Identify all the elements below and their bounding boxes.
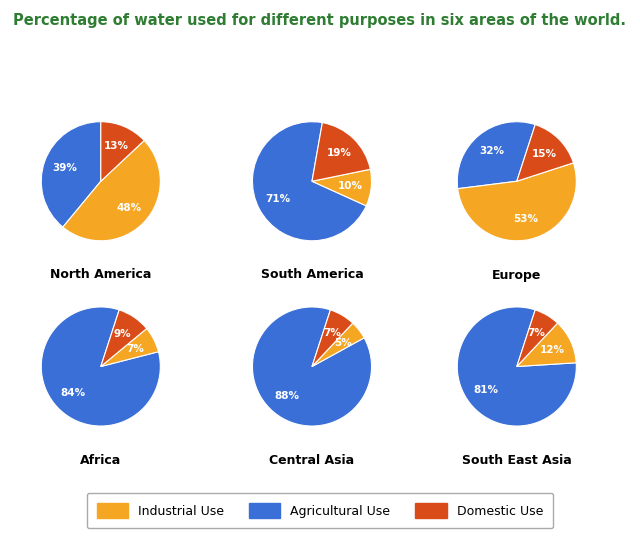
Wedge shape (101, 310, 147, 366)
Text: Central Asia: Central Asia (269, 454, 355, 467)
Wedge shape (252, 307, 372, 426)
Wedge shape (457, 307, 577, 426)
Text: 32%: 32% (479, 147, 504, 156)
Wedge shape (312, 323, 364, 366)
Legend: Industrial Use, Agricultural Use, Domestic Use: Industrial Use, Agricultural Use, Domest… (87, 493, 553, 528)
Wedge shape (458, 163, 577, 241)
Wedge shape (312, 310, 353, 366)
Wedge shape (457, 122, 535, 188)
Wedge shape (101, 329, 159, 366)
Wedge shape (41, 122, 101, 227)
Text: 81%: 81% (474, 385, 499, 395)
Wedge shape (517, 323, 576, 366)
Wedge shape (101, 122, 144, 181)
Text: Europe: Europe (492, 268, 541, 281)
Text: 19%: 19% (326, 149, 351, 158)
Text: 7%: 7% (527, 328, 545, 338)
Text: 15%: 15% (532, 149, 557, 159)
Text: 88%: 88% (275, 391, 300, 401)
Text: 48%: 48% (116, 203, 141, 213)
Wedge shape (517, 125, 573, 181)
Text: South America: South America (260, 268, 364, 281)
Text: 13%: 13% (104, 141, 129, 151)
Text: 71%: 71% (265, 194, 291, 204)
Text: Africa: Africa (80, 454, 122, 467)
Text: 7%: 7% (323, 328, 340, 338)
Wedge shape (312, 169, 372, 206)
Text: 9%: 9% (114, 330, 131, 339)
Text: South East Asia: South East Asia (462, 454, 572, 467)
Text: 12%: 12% (540, 345, 564, 355)
Text: 10%: 10% (338, 180, 363, 191)
Text: 84%: 84% (60, 388, 85, 398)
Text: Percentage of water used for different purposes in six areas of the world.: Percentage of water used for different p… (13, 13, 626, 28)
Text: 39%: 39% (52, 163, 77, 173)
Text: North America: North America (50, 268, 152, 281)
Text: 5%: 5% (333, 338, 351, 348)
Wedge shape (312, 122, 371, 181)
Wedge shape (41, 307, 161, 426)
Wedge shape (63, 141, 161, 241)
Wedge shape (252, 122, 366, 241)
Text: 7%: 7% (126, 344, 144, 354)
Text: 53%: 53% (513, 214, 538, 224)
Wedge shape (517, 310, 557, 366)
